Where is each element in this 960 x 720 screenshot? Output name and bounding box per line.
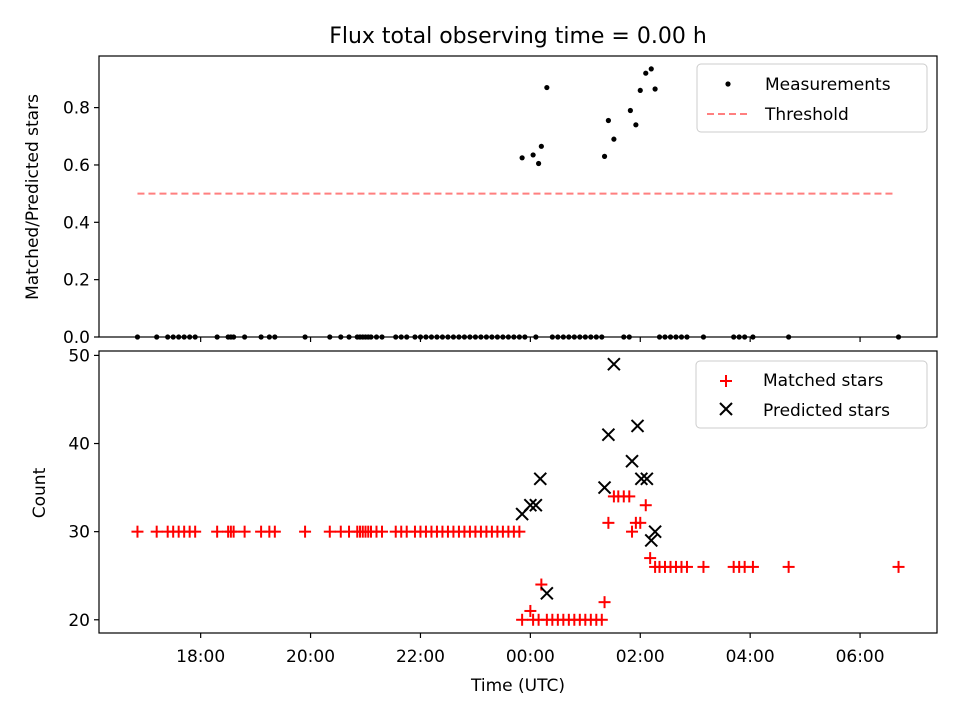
x-tick-label: 18:00 xyxy=(176,647,225,667)
predicted-star-point xyxy=(523,498,538,512)
predicted-star-point xyxy=(540,586,554,601)
predicted-star-point xyxy=(640,472,654,486)
matched-star-point xyxy=(639,499,652,512)
top-y-axis-label: Matched/Predicted stars xyxy=(23,94,43,300)
matched-star-point xyxy=(323,525,336,538)
measurement-point xyxy=(633,122,639,128)
measurement-point xyxy=(652,86,658,92)
matched-star-point xyxy=(680,560,693,573)
predicted-star-point xyxy=(630,419,645,433)
measurement-point xyxy=(648,66,654,72)
matched-star-point xyxy=(598,596,611,609)
x-tick-label: 22:00 xyxy=(396,647,445,667)
bottom-y-tick-label: 40 xyxy=(68,435,90,455)
matched-star-point xyxy=(516,613,529,626)
measurement-point xyxy=(627,107,633,114)
measurement-point xyxy=(601,153,608,159)
matched-star-point xyxy=(150,525,163,538)
matched-star-point xyxy=(268,525,281,538)
measurement-point xyxy=(519,155,525,161)
matched-star-point xyxy=(782,560,795,573)
predicted-star-point xyxy=(607,357,621,371)
x-tick-label: 02:00 xyxy=(616,647,665,667)
bottom-y-tick-label: 30 xyxy=(68,523,90,543)
bottom-y-tick-label: 20 xyxy=(68,611,90,631)
measurement-point xyxy=(544,84,550,91)
top-y-tick-label: 0.4 xyxy=(63,213,90,233)
top-legend: Measurements Threshold xyxy=(696,63,928,133)
x-tick-label: 04:00 xyxy=(726,647,775,667)
bottom-y-axis-ticks: 20 30 40 50 xyxy=(68,346,99,631)
matched-star-point xyxy=(892,560,905,573)
predicted-star-point xyxy=(625,454,639,468)
top-y-tick-label: 0.2 xyxy=(63,271,90,291)
matched-star-points xyxy=(131,490,905,626)
matched-legend-marker xyxy=(720,375,732,387)
measurement-point xyxy=(643,70,649,76)
top-y-tick-label: 0.8 xyxy=(63,99,90,119)
matched-star-point xyxy=(211,525,224,538)
bottom-panel: 20 30 40 50 18:00 20:00 22:00 00:00 02:00 04:00 0… xyxy=(30,346,938,696)
matched-star-point xyxy=(299,525,312,538)
x-axis-label: Time (UTC) xyxy=(470,676,565,696)
matched-star-point xyxy=(375,525,388,538)
matched-star-point xyxy=(623,490,636,503)
top-panel: 0.00.20.40.60.8 Matched/Predicted stars … xyxy=(23,55,938,348)
legend-matched-label: Matched stars xyxy=(763,371,883,391)
matched-star-point xyxy=(626,525,639,538)
measurement-point xyxy=(637,87,643,94)
predicted-legend-marker xyxy=(719,402,733,416)
predicted-star-point xyxy=(597,480,612,495)
matched-star-point xyxy=(634,516,647,529)
bottom-plot-frame xyxy=(98,350,938,634)
bottom-legend: Matched stars Predicted stars xyxy=(695,360,928,429)
top-y-axis-ticks: 0.0 0.2 0.4 0.6 0.8 xyxy=(63,99,99,348)
legend-measurements-label: Measurements xyxy=(765,75,891,95)
x-tick-label: 00:00 xyxy=(506,647,555,667)
top-y-tick-label: 0.6 xyxy=(63,156,90,176)
matched-star-point xyxy=(697,560,710,573)
predicted-star-points xyxy=(515,357,662,601)
measurement-point xyxy=(605,117,611,124)
bottom-y-axis-label: Count xyxy=(30,467,50,518)
top-x-axis-ticks xyxy=(200,337,861,342)
matched-star-point xyxy=(131,525,144,538)
measurement-point xyxy=(538,143,544,149)
matched-star-point xyxy=(644,552,657,565)
predicted-star-point xyxy=(601,428,616,442)
bottom-x-axis-ticks: 18:00 20:00 22:00 00:00 02:00 04:00 06:00 xyxy=(176,633,885,667)
matched-star-point xyxy=(189,525,202,538)
legend-predicted-label: Predicted stars xyxy=(763,401,890,421)
matched-star-point xyxy=(513,525,526,538)
matched-star-point xyxy=(746,560,759,573)
predicted-star-point xyxy=(634,472,649,486)
top-legend-box xyxy=(696,63,928,133)
predicted-star-point xyxy=(529,498,543,512)
measurement-point xyxy=(530,152,536,158)
matched-star-point xyxy=(602,516,615,529)
top-plot-frame xyxy=(98,55,938,338)
measurement-point xyxy=(611,136,617,142)
matched-star-point xyxy=(524,604,537,617)
matched-star-point xyxy=(238,525,251,538)
predicted-star-point xyxy=(644,533,658,548)
matched-star-point xyxy=(595,613,608,626)
legend-threshold-label: Threshold xyxy=(764,105,849,125)
bottom-legend-box xyxy=(695,360,928,429)
measurement-point xyxy=(536,160,542,167)
x-tick-label: 06:00 xyxy=(836,647,885,667)
measurements-legend-marker xyxy=(725,81,731,87)
top-y-tick-label: 0.0 xyxy=(63,328,90,348)
chart-title: Flux total observing time = 0.00 h xyxy=(329,24,707,49)
predicted-star-point xyxy=(533,472,547,486)
predicted-star-point xyxy=(648,524,662,539)
matched-star-point xyxy=(227,525,240,538)
x-tick-label: 20:00 xyxy=(286,647,335,667)
bottom-y-tick-label: 50 xyxy=(68,346,90,366)
